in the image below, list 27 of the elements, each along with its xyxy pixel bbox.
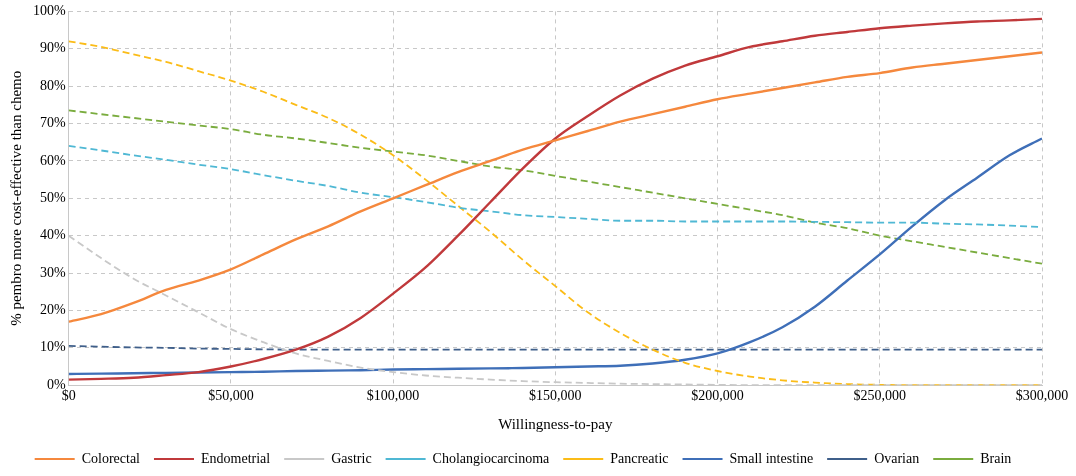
legend-label: Small intestine — [729, 450, 814, 466]
x-tick-label: $200,000 — [691, 388, 744, 404]
legend-label: Gastric — [331, 450, 372, 466]
y-tick-label: 70% — [39, 115, 66, 131]
y-tick-label: 40% — [39, 227, 66, 243]
legend-label: Colorectal — [81, 450, 141, 466]
x-tick-label: $100,000 — [366, 388, 420, 404]
x-tick-label: $150,000 — [529, 388, 582, 404]
x-tick-label: $0 — [61, 388, 76, 404]
legend-label: Ovarian — [874, 450, 920, 466]
x-tick-label: $300,000 — [1015, 388, 1069, 404]
y-tick-label: 10% — [39, 339, 66, 355]
y-axis-title: % pembro more cost-effective than chemo — [7, 70, 24, 326]
legend-label: Pancreatic — [610, 450, 669, 466]
y-tick-label: 90% — [39, 40, 66, 56]
x-tick-label: $50,000 — [208, 388, 254, 404]
legend-label: Endometrial — [200, 450, 271, 466]
y-tick-label: 80% — [39, 77, 66, 93]
legend-label: Brain — [980, 450, 1012, 466]
y-tick-label: 50% — [39, 189, 66, 205]
y-tick-label: 30% — [39, 264, 66, 280]
x-tick-label: $250,000 — [853, 388, 907, 404]
legend-label: Cholangiocarcinoma — [432, 450, 551, 466]
y-tick-label: 20% — [39, 302, 66, 318]
y-tick-label: 60% — [39, 152, 66, 168]
y-tick-label: 100% — [32, 3, 66, 19]
x-axis-title: Willingness-to-pay — [498, 415, 614, 432]
